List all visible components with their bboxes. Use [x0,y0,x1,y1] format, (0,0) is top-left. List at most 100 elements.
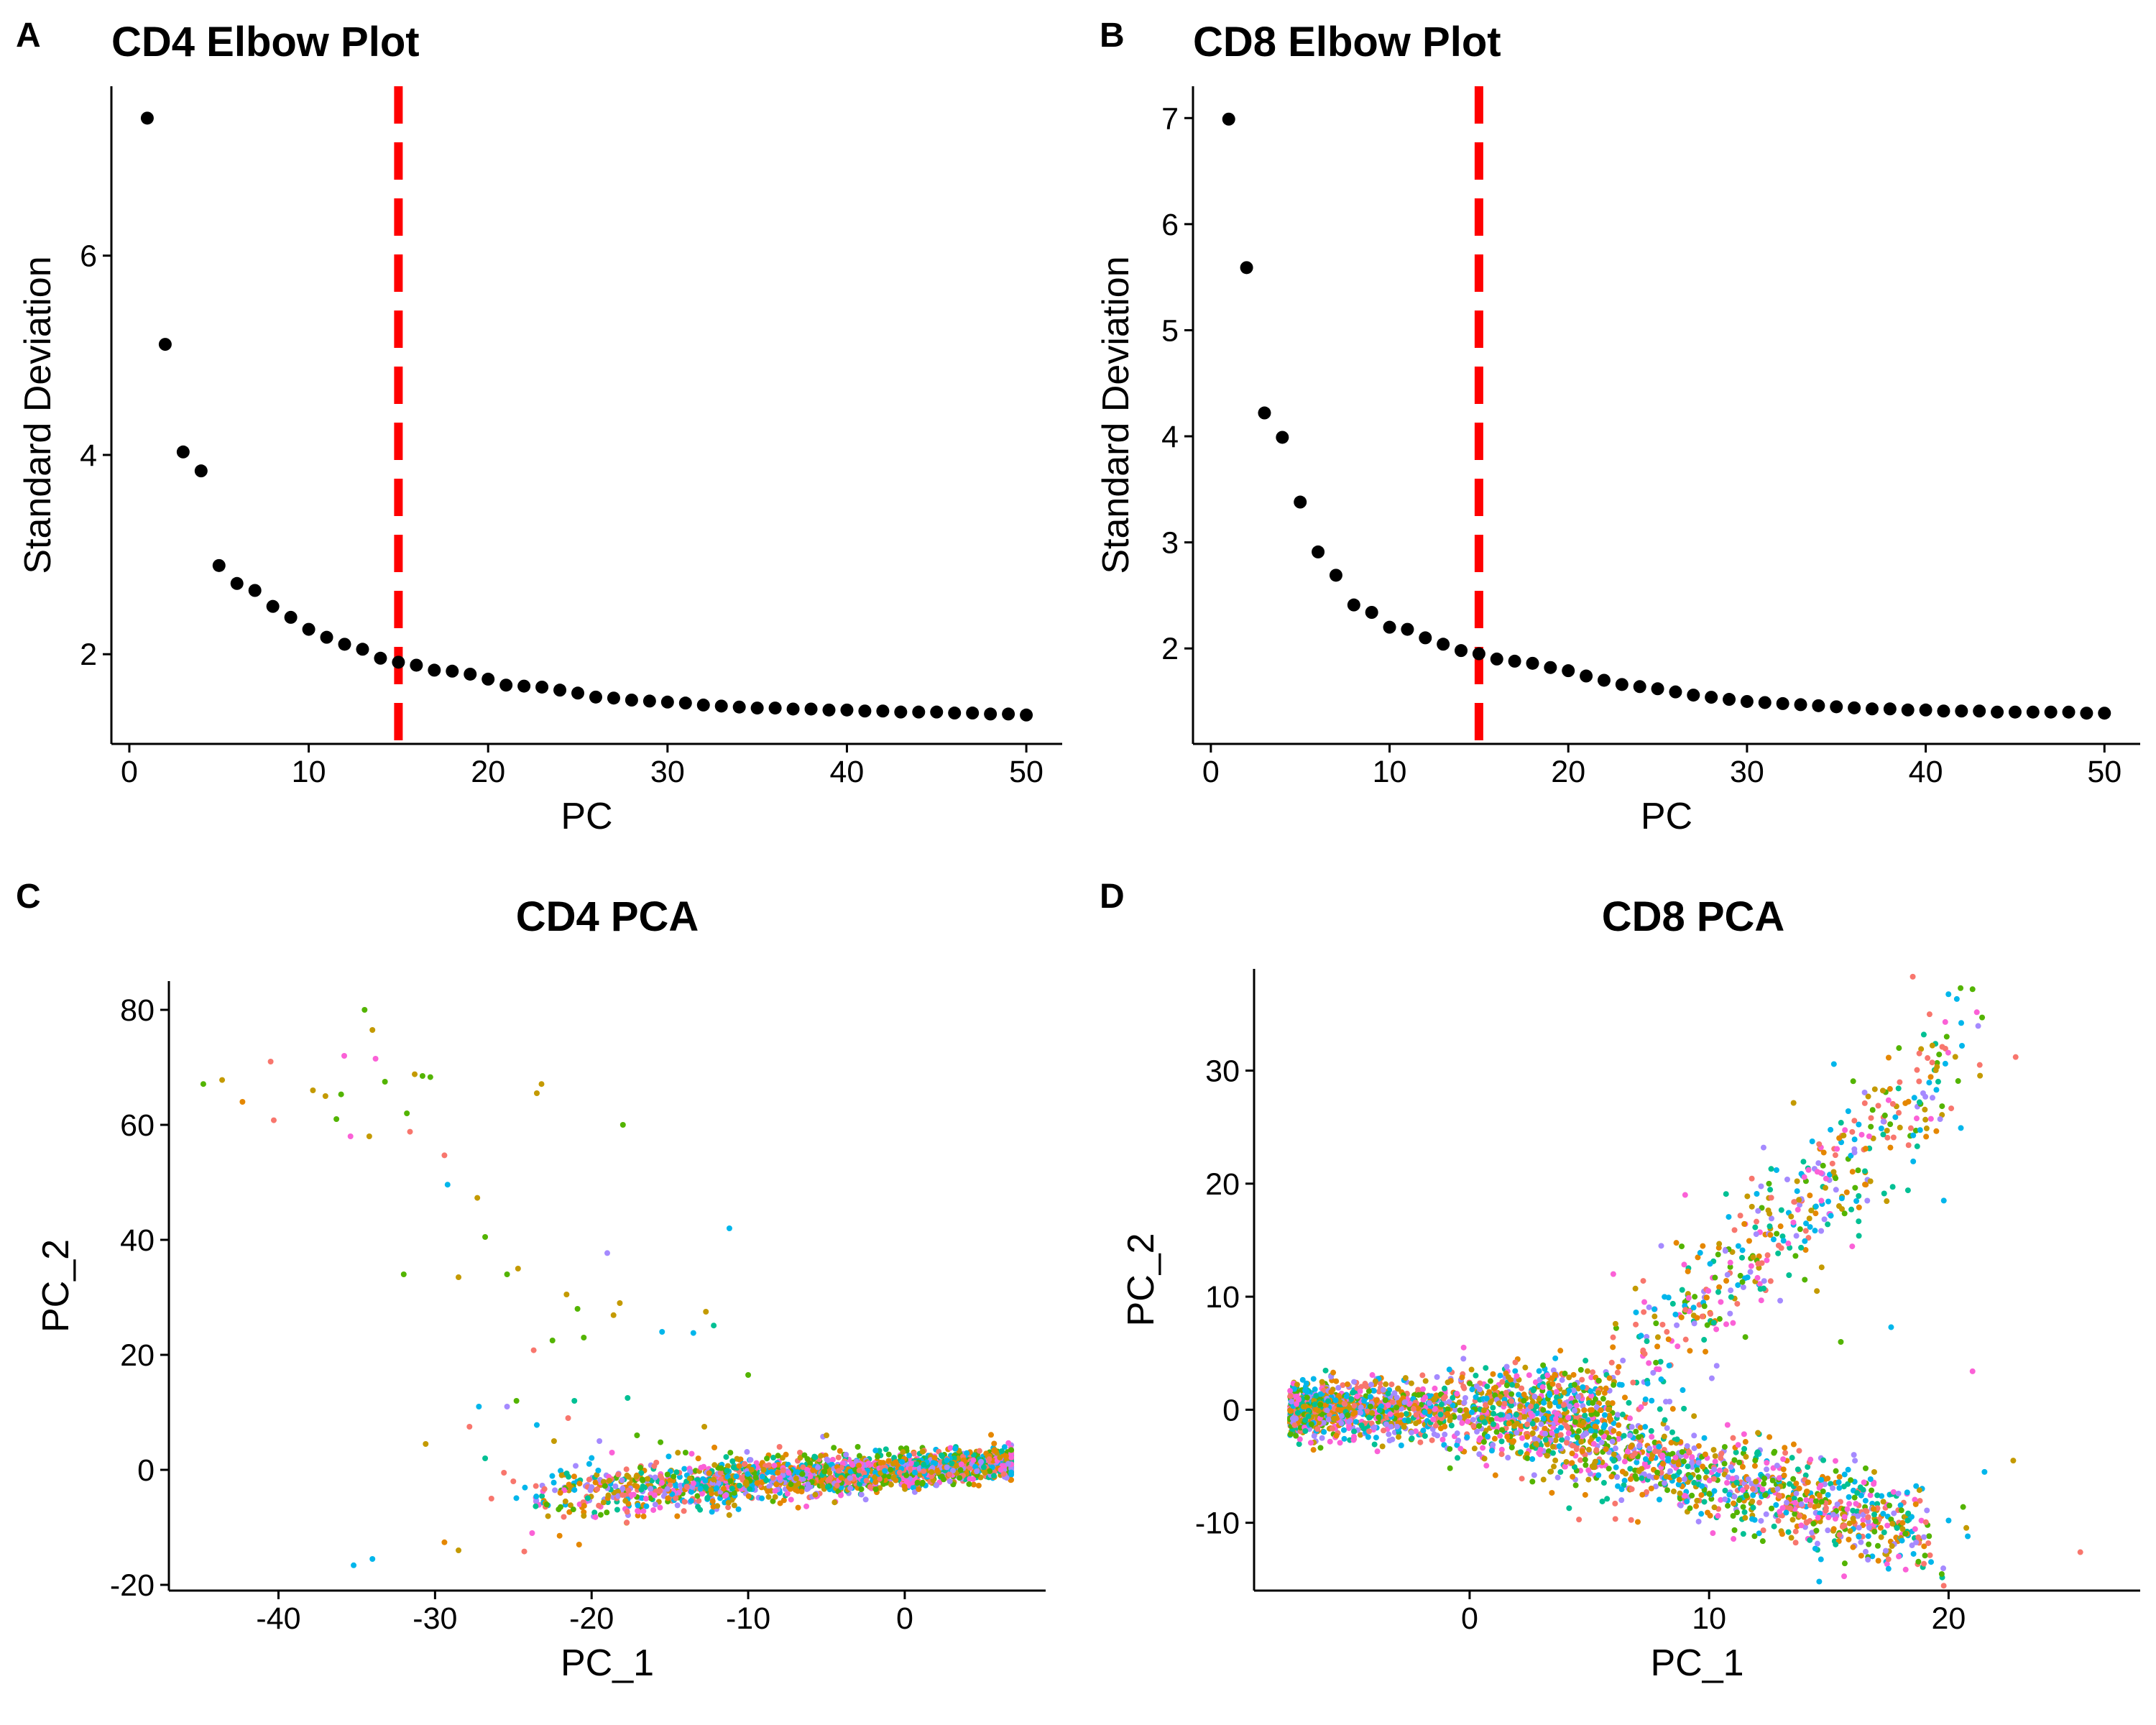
data-point [533,1090,540,1096]
data-point [1810,1520,1817,1527]
points-group [200,1007,1015,1568]
data-point [1550,1450,1557,1456]
data-point [1579,1448,1585,1455]
data-point [659,1329,665,1335]
data-point [899,1458,906,1465]
data-point [1519,1476,1525,1482]
data-point [1925,1055,1931,1062]
data-point [1590,1464,1596,1471]
data-point [1916,1487,1922,1494]
data-point [466,1424,473,1430]
data-point [1616,1430,1622,1437]
data-point [688,1450,695,1457]
data-point [1276,431,1289,444]
data-point [1614,1412,1621,1418]
data-point [1473,1372,1479,1379]
data-point [1691,1479,1697,1486]
data-point [1904,1187,1911,1194]
data-point [1438,1401,1445,1407]
data-point [727,1478,734,1484]
data-point [1321,1429,1327,1435]
data-point [798,1489,805,1495]
data-point [1858,1552,1864,1559]
data-point [1751,1463,1758,1469]
data-point [710,1504,717,1510]
data-point [1415,1392,1422,1398]
data-point [1897,1502,1904,1509]
data-point [1733,1449,1739,1455]
data-point [1553,1389,1560,1395]
data-point [1880,1510,1886,1517]
data-point [797,1455,803,1461]
data-point [980,1464,987,1471]
x-tick-label: -30 [413,1601,457,1636]
data-point [1564,1435,1570,1442]
data-point [1531,1394,1538,1400]
data-point [1890,1489,1897,1495]
data-point [1005,1440,1012,1446]
data-point [1927,1116,1934,1122]
data-point [589,1484,595,1490]
data-point [1442,1423,1448,1430]
data-point [1512,1359,1519,1366]
data-point [581,1335,587,1340]
data-point [1741,1509,1748,1515]
data-point [1922,1519,1929,1525]
data-point [1895,1085,1902,1092]
data-point [770,1474,776,1481]
data-point [1408,1380,1414,1386]
data-point [1804,1489,1810,1495]
data-point [1293,1432,1299,1439]
data-point [176,445,190,459]
data-point [1874,1542,1881,1549]
data-point [1864,1508,1870,1514]
data-point [709,1509,715,1515]
data-point [1490,652,1503,666]
data-point [872,1478,879,1485]
data-point [1862,1182,1869,1188]
data-point [624,1472,630,1478]
data-point [1534,1417,1540,1423]
data-point [1626,1399,1632,1406]
data-point [1618,1486,1625,1493]
data-point [539,1493,545,1499]
data-point [444,1182,451,1188]
data-point [400,1271,407,1277]
data-point [1546,1448,1552,1455]
data-point [1307,1440,1314,1446]
data-point [1716,1284,1723,1290]
data-point [1646,1360,1652,1366]
data-point [584,1495,591,1501]
data-point [571,1486,578,1493]
data-point [1913,1483,1920,1489]
data-point [1320,1420,1327,1426]
data-point [1743,1484,1750,1491]
data-point [1369,1409,1376,1416]
y-tick-label: 60 [120,1108,155,1143]
data-point [1710,1447,1717,1453]
data-point [1869,1500,1876,1506]
data-point [570,1506,576,1513]
data-point [1497,1432,1503,1439]
data-point [1550,1367,1557,1374]
data-point [1723,693,1736,707]
data-point [1756,1281,1763,1287]
data-point [1460,1383,1467,1389]
data-point [1782,1450,1789,1456]
data-point [1313,1392,1319,1399]
data-point [1413,1412,1419,1418]
data-point [1731,1500,1737,1506]
data-point [1364,1407,1370,1414]
data-point [1379,1443,1386,1450]
data-point [586,1460,592,1467]
data-point [1912,1496,1918,1503]
data-point [1620,1357,1626,1363]
data-point [1417,1439,1424,1445]
data-point [1731,1457,1738,1463]
data-point [1854,1490,1861,1496]
data-point [1580,669,1593,683]
data-point [614,1506,620,1513]
data-point [638,1486,645,1493]
y-tick-label: 2 [80,638,97,672]
data-point [1728,1287,1734,1294]
